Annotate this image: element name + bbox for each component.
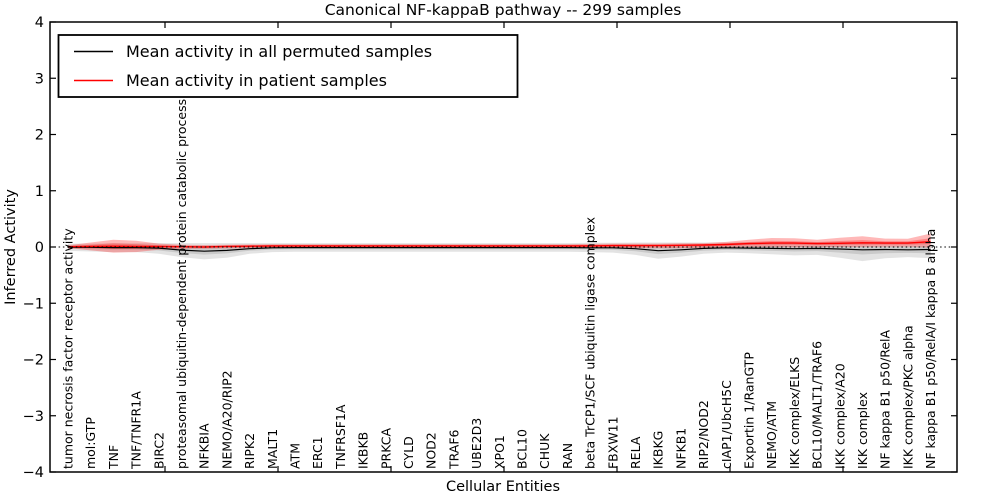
x-category-label: ERC1 — [310, 436, 325, 469]
y-tick-labels: 4 3 2 1 0 −1 −2 −3 −4 — [23, 15, 44, 481]
chart-title: Canonical NF-kappaB pathway -- 299 sampl… — [325, 1, 682, 19]
legend-label-patient: Mean activity in patient samples — [126, 71, 387, 90]
legend-label-permuted: Mean activity in all permuted samples — [126, 42, 432, 61]
x-category-label: proteasomal ubiquitin-dependent protein … — [174, 99, 189, 469]
x-category-label: TNF — [106, 445, 121, 470]
y-tick-label: 1 — [35, 184, 44, 200]
x-category-label: RIP2/NOD2 — [696, 400, 711, 469]
x-category-label: Exportin 1/RanGTP — [742, 352, 757, 469]
legend-box — [57, 34, 519, 98]
x-category-label: IKBKB — [356, 432, 371, 469]
x-category-label: IKBKG — [651, 431, 666, 469]
x-category-label: mol:GTP — [83, 417, 98, 469]
x-category-label: RIPK2 — [242, 433, 257, 469]
y-tick-label: −1 — [23, 296, 44, 312]
series-line-0 — [68, 246, 931, 252]
series-lines — [67, 241, 931, 252]
y-tick-label: −3 — [23, 409, 44, 425]
x-category-label: TNF/TNFR1A — [129, 391, 144, 470]
y-tick-label: −2 — [23, 353, 44, 369]
x-axis-title: Cellular Entities — [446, 479, 560, 495]
x-axis-labels: tumor necrosis factor receptor activity m… — [61, 99, 939, 470]
x-category-label: TRAF6 — [446, 429, 461, 470]
x-category-label: NEMO/A20/RIP2 — [219, 370, 234, 469]
x-category-label: CYLD — [401, 436, 416, 469]
x-category-label: NOD2 — [424, 432, 439, 469]
x-category-label: IKK complex/ELKS — [787, 357, 802, 469]
y-tick-label: −4 — [23, 465, 44, 481]
x-category-label: RAN — [560, 443, 575, 469]
x-category-label: BCL10/MALT1/TRAF6 — [810, 341, 825, 469]
x-category-label: TNFRSF1A — [333, 404, 348, 470]
x-category-label: RELA — [628, 436, 643, 469]
x-category-label: IKK complex/PKC alpha — [900, 325, 915, 469]
x-category-label: tumor necrosis factor receptor activity — [61, 228, 76, 469]
x-category-label: BCL10 — [515, 429, 530, 469]
series-line-1 — [67, 241, 931, 248]
x-category-label: ATM — [288, 443, 303, 469]
x-category-label: IKK complex — [855, 392, 870, 469]
x-category-label: BIRC2 — [151, 432, 166, 469]
x-category-label: XPO1 — [492, 435, 507, 469]
x-category-label: NF kappa B1 p50/RelA — [878, 329, 893, 469]
x-category-label: NFKB1 — [673, 428, 688, 469]
x-category-label: beta TrCP1/SCF ubiquitin ligase complex — [583, 217, 598, 469]
y-tick-label: 3 — [35, 71, 44, 87]
legend: Mean activity in all permuted samples Me… — [57, 34, 519, 98]
x-category-label: FBXW11 — [605, 416, 620, 469]
y-tick-label: 0 — [35, 240, 44, 256]
x-category-label: UBE2D3 — [469, 418, 484, 469]
x-category-label: CHUK — [537, 433, 552, 469]
x-category-label: NFKBIA — [197, 423, 212, 469]
y-axis-title: Inferred Activity — [3, 189, 19, 305]
x-category-label: cIAP1/UbcH5C — [719, 380, 734, 469]
x-category-label: NEMO/ATM — [764, 401, 779, 469]
x-category-label: IKK complex/A20 — [832, 363, 847, 469]
plot-border — [49, 21, 958, 473]
x-category-label: NF kappa B1 p50/RelA/I kappa B alpha — [923, 229, 938, 469]
x-category-label: PRKCA — [378, 428, 393, 469]
y-tick-label: 2 — [35, 128, 44, 144]
x-category-label: MALT1 — [265, 429, 280, 469]
y-tick-label: 4 — [35, 15, 44, 31]
